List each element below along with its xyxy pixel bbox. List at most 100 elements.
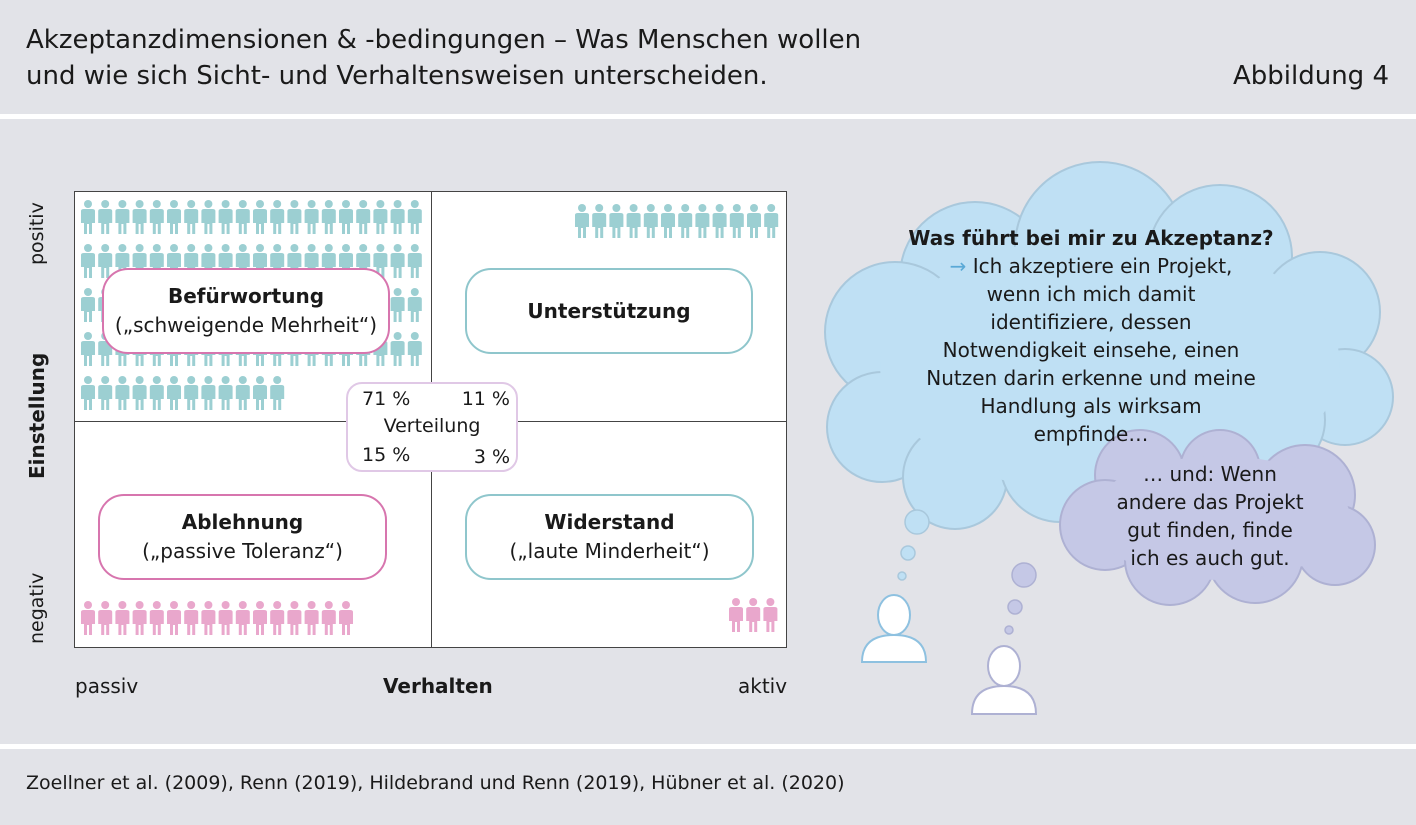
person-icon [304,601,319,635]
person-icon [98,376,113,410]
thought-bubble-purple-small [1004,625,1014,635]
title-line-1: Akzeptanzdimensionen & -bedingungen – Wa… [26,25,862,55]
person-icon [115,376,130,410]
person-icon [235,601,250,635]
person-icon [592,204,607,238]
person-icon [321,200,336,234]
person-icon [764,204,779,238]
person-icon [253,601,267,635]
person-icon [98,601,113,635]
person-icon [626,204,641,238]
quadrant-befuerwortung: Befürwortung („schweigende Mehrheit“) [102,268,390,354]
person-icon [218,376,233,410]
cloud2-line-1: … und: Wenn [1143,462,1277,486]
thought-cloud-large-text: Was führt bei mir zu Akzeptanz? → Ich ak… [900,224,1282,448]
person-icon [678,204,693,238]
person-icon [643,204,658,238]
people-group-bottom-left [81,601,353,635]
person-icon [149,601,164,635]
person-icon [729,204,744,238]
quadrant-title: Ablehnung [181,510,304,534]
thought-bubble-blue-large [904,509,930,535]
person-icon [287,200,302,234]
header-divider [0,114,1416,119]
person-icon [81,244,95,278]
person-icon [167,200,181,234]
person-icon [609,204,624,238]
person-icon [253,200,267,234]
person-icon [167,376,181,410]
person-icon [304,200,319,234]
cloud-line-6: Handlung als wirksam [980,394,1202,418]
person-icon [201,376,216,410]
quadrant-ablehnung: Ablehnung („passive Toleranz“) [98,494,387,580]
person-icon [729,598,743,632]
quadrant-widerstand: Widerstand („laute Minderheit“) [465,494,754,580]
people-group-top-right [575,204,779,238]
person-icon [373,200,388,234]
distribution-bottom-right: 3 % [473,446,510,468]
x-axis-right-label: aktiv [738,674,788,698]
person-icon [390,288,405,322]
person-icon [339,601,353,635]
person-icon [270,376,285,410]
distribution-label: Verteilung [383,415,481,437]
thought-cloud-small-text: … und: Wenn andere das Projekt gut finde… [1090,460,1330,572]
person-icon [167,601,181,635]
x-axis-label: Verhalten [383,674,493,698]
person-icon [287,601,302,635]
person-icon [184,376,199,410]
people-group-bottom-right [729,598,778,632]
quadrant-subtitle: („passive Toleranz“) [142,539,343,563]
person-icon [407,288,422,322]
cloud2-line-4: ich es auch gut. [1130,546,1290,570]
header: Akzeptanzdimensionen & -bedingungen – Wa… [0,0,1416,114]
thought-clouds-graphic [824,161,1394,715]
distribution-bottom-left: 15 % [362,444,411,466]
quadrant-subtitle: („laute Minderheit“) [509,539,710,563]
distribution-top-left: 71 % [362,388,411,410]
cloud-line-5: Nutzen darin erkenne und meine [926,366,1256,390]
quadrant-title: Befürwortung [167,284,325,308]
person-avatar-blue-icon [860,594,928,663]
quadrant-title: Unterstützung [527,298,691,323]
cloud-line-2: wenn ich mich damit [986,282,1196,306]
thought-bubble-purple-medium [1007,599,1023,615]
person-icon [184,601,199,635]
person-icon [132,200,147,234]
y-axis-top-label: positiv [26,202,48,265]
footer-divider [0,744,1416,749]
quadrant-title: Widerstand [544,510,675,534]
person-icon [235,376,250,410]
person-icon [407,200,422,234]
person-icon [390,200,405,234]
person-icon [149,200,164,234]
cloud2-line-3: gut finden, finde [1127,518,1293,542]
cloud-line-7: empfinde… [1033,422,1149,446]
person-icon [763,598,778,632]
person-icon [695,204,710,238]
y-axis-bottom-label: negativ [26,572,48,644]
x-axis-left-label: passiv [75,674,139,698]
person-icon [390,244,405,278]
person-icon [270,601,285,635]
person-icon [270,200,285,234]
person-icon [81,376,95,410]
person-icon [356,200,371,234]
person-icon [184,200,199,234]
person-icon [201,601,216,635]
cloud2-line-2: andere das Projekt [1116,490,1304,514]
thought-bubble-purple-large [1011,562,1037,588]
title-line-2: und wie sich Sicht- und Verhaltensweisen… [26,61,768,91]
arrow-right-icon: → [949,254,967,278]
cloud-line-3: identifiziere, dessen [990,310,1192,334]
person-icon [81,200,95,234]
cloud-line-1-text: Ich akzeptiere ein Projekt, [972,254,1233,278]
person-icon [132,376,147,410]
person-icon [115,601,130,635]
person-icon [81,601,95,635]
person-icon [115,200,130,234]
distribution-box: 71 % 11 % Verteilung 15 % 3 % [346,382,518,472]
person-icon [98,200,113,234]
person-icon [235,200,250,234]
